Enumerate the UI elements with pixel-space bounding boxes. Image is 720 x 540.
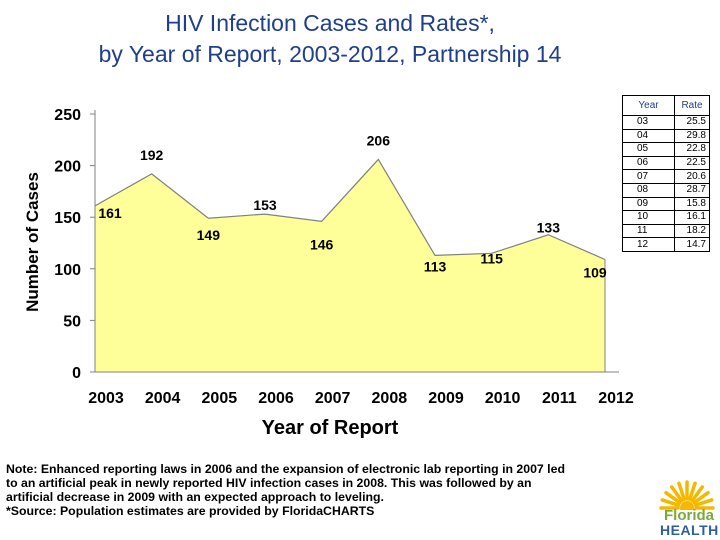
rate-table: Year Rate 03 25.5 04 29.8 05 22.8 06 22.5 07 20.6… xyxy=(622,95,710,252)
rate-table-year: 11 xyxy=(622,223,675,239)
y-tick-label: 250 xyxy=(54,107,81,124)
rate-table-year: 04 xyxy=(622,128,675,144)
rate-table-rate: 14.7 xyxy=(674,237,710,252)
x-tick-label: 2004 xyxy=(145,390,181,407)
rate-table-row: 08 28.7 xyxy=(622,182,710,198)
x-tick-label: 2012 xyxy=(598,390,634,407)
y-tick-label: 150 xyxy=(54,210,81,227)
rate-table-year: 12 xyxy=(622,237,675,252)
sun-ray xyxy=(660,498,681,507)
rate-table-row: 07 20.6 xyxy=(622,169,710,184)
rate-table-year: 06 xyxy=(622,155,675,171)
x-tick-label: 2003 xyxy=(88,390,124,407)
data-label: 161 xyxy=(98,205,122,221)
sun-ray xyxy=(692,490,710,505)
rate-table-rate: 16.1 xyxy=(674,210,710,225)
plot-area: 161 192 149 153 146 206 113 115 133 109 xyxy=(94,132,607,372)
rate-table-rate-header: Rate xyxy=(674,95,710,116)
rate-table-header: Year Rate xyxy=(622,95,710,116)
rate-table-year: 09 xyxy=(622,196,675,212)
title-line-2: by Year of Report, 2003-2012, Partnershi… xyxy=(98,41,562,67)
rate-table-year: 08 xyxy=(622,182,675,198)
title-line-1: HIV Infection Cases and Rates*, xyxy=(165,10,495,36)
rate-table-row: 04 29.8 xyxy=(622,128,710,144)
note-line-3: artificial decrease in 2009 with an expe… xyxy=(6,490,384,504)
y-tick-label: 200 xyxy=(54,159,81,176)
data-label: 192 xyxy=(140,147,164,163)
x-tick-label: 2006 xyxy=(258,390,294,407)
y-axis-title: Number of Cases xyxy=(23,172,42,312)
rate-table-row: 10 16.1 xyxy=(622,210,710,225)
logo-line-2: HEALTH xyxy=(660,522,719,538)
data-label: 113 xyxy=(424,258,447,274)
data-label: 153 xyxy=(253,197,277,213)
rate-table-rate: 29.8 xyxy=(674,128,710,144)
sun-ray xyxy=(677,481,686,502)
rate-table-rate: 28.7 xyxy=(674,182,710,198)
series-line xyxy=(94,158,606,261)
x-axis: 2003 2004 2005 2006 2007 2008 2009 2010 2011 2012 xyxy=(88,371,634,407)
x-axis-title: Year of Report xyxy=(262,417,399,439)
sun-ray xyxy=(690,485,705,503)
x-tick-label: 2009 xyxy=(428,390,464,407)
data-label: 109 xyxy=(583,265,607,281)
note-line-2: to an artificial peak in newly reported … xyxy=(6,476,532,490)
y-axis: 0 50 100 150 200 250 xyxy=(54,107,96,382)
rate-table-row: 11 18.2 xyxy=(622,223,710,239)
note-line-1: Note: Enhanced reporting laws in 2006 an… xyxy=(6,462,565,476)
rate-table-year: 05 xyxy=(622,142,675,157)
logo-line-1: Florida xyxy=(664,507,715,524)
rate-table-year: 03 xyxy=(622,115,675,130)
note-line-4: *Source: Population estimates are provid… xyxy=(6,504,375,518)
rate-table-rate: 20.6 xyxy=(674,169,710,184)
rate-table-row: 06 22.5 xyxy=(622,155,710,171)
data-label: 146 xyxy=(310,236,334,252)
data-label: 133 xyxy=(537,220,561,236)
y-tick-label: 100 xyxy=(54,262,81,279)
rate-table-row: 05 22.8 xyxy=(622,142,710,157)
y-tick-label: 50 xyxy=(63,313,81,330)
data-label: 206 xyxy=(367,132,391,148)
rate-table-year-header: Year xyxy=(622,95,675,116)
sun-ray xyxy=(669,485,684,503)
rate-table-year: 07 xyxy=(622,169,675,184)
x-tick-label: 2005 xyxy=(202,390,238,407)
sun-core xyxy=(680,501,694,510)
sun-ray xyxy=(664,490,682,505)
y-tick-label: 0 xyxy=(72,365,81,382)
rate-table-rate: 18.2 xyxy=(674,223,710,239)
sun-icon xyxy=(659,480,715,510)
data-label: 115 xyxy=(480,250,503,266)
rate-table-year: 10 xyxy=(622,210,675,225)
area-fill xyxy=(95,159,605,372)
rate-table-row: 12 14.7 xyxy=(622,237,710,252)
x-tick-label: 2007 xyxy=(315,390,351,407)
sun-ray xyxy=(693,498,714,507)
page-title: HIV Infection Cases and Rates*, by Year … xyxy=(0,8,660,70)
rate-table-rate: 15.8 xyxy=(674,196,710,212)
x-tick-label: 2010 xyxy=(485,390,521,407)
x-tick-label: 2008 xyxy=(372,390,408,407)
rate-table-rate: 22.5 xyxy=(674,155,710,171)
rate-table-row: 03 25.5 xyxy=(622,115,710,130)
data-label: 149 xyxy=(197,227,221,243)
florida-health-logo: Florida HEALTH xyxy=(656,470,718,540)
sun-ray xyxy=(688,481,697,502)
footnote: Note: Enhanced reporting laws in 2006 an… xyxy=(6,462,666,518)
rate-table-row: 09 15.8 xyxy=(622,196,710,212)
x-tick-label: 2011 xyxy=(542,390,577,407)
rate-table-rate: 22.8 xyxy=(674,142,710,157)
rate-table-rate: 25.5 xyxy=(674,115,710,130)
